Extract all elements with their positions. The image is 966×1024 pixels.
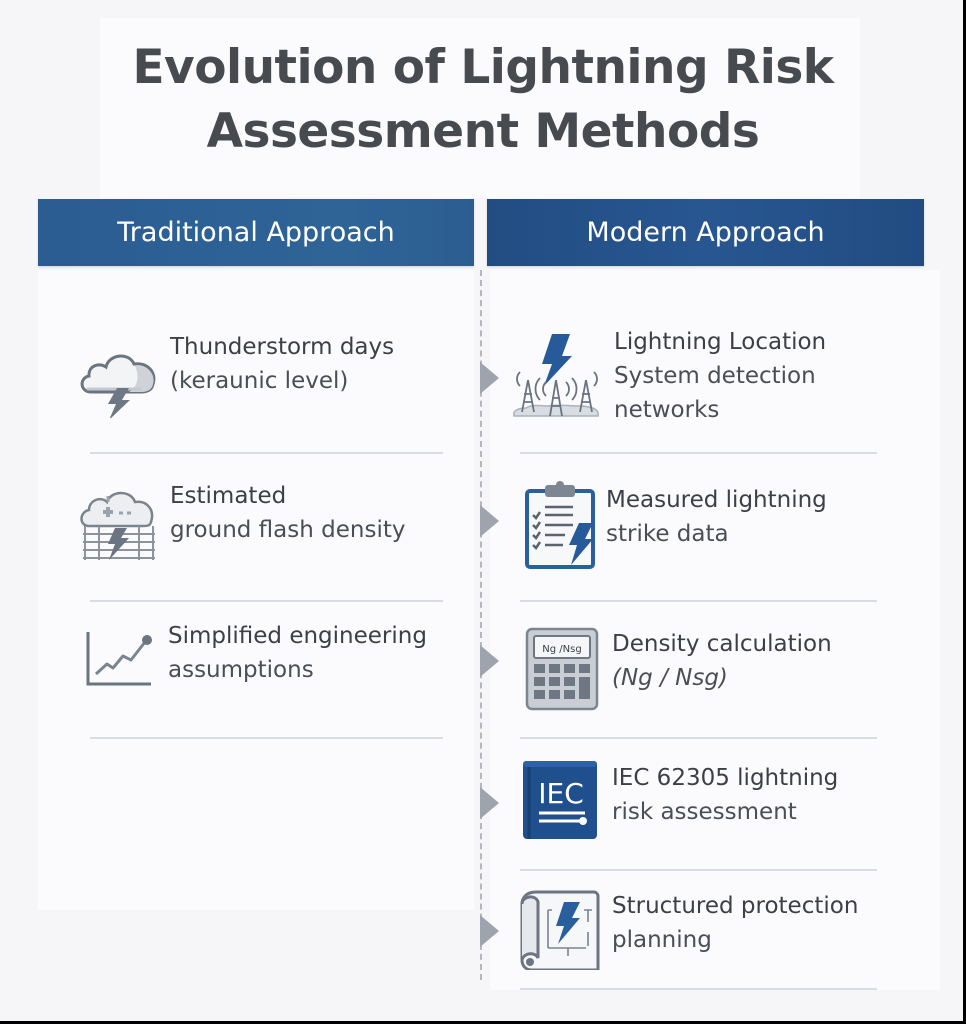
line-chart-icon	[78, 620, 162, 694]
item-subtitle-2: networks	[614, 397, 720, 423]
row-divider	[520, 600, 877, 602]
item-title: Density calculation	[612, 631, 832, 657]
title-line-2: Assessment Methods	[206, 104, 760, 159]
row-divider	[90, 737, 443, 739]
cloud-grid-lightning-icon	[76, 478, 162, 568]
title-background	[100, 18, 860, 198]
modern-item-measured-strike-data: Measured lightning strike data	[512, 478, 827, 572]
right-border	[963, 0, 966, 1024]
column-divider	[480, 270, 482, 980]
item-title: IEC 62305 lightning	[612, 765, 839, 791]
item-subtitle: risk assessment	[612, 799, 797, 825]
arrow-icon	[480, 915, 499, 947]
traditional-item-ground-flash-density: Estimated ground flash density	[76, 478, 405, 568]
item-subtitle: (Ng / Nsg)	[612, 665, 728, 691]
item-subtitle: strike data	[606, 521, 729, 547]
modern-item-iec-62305: IEC IEC 62305 lightning risk assessment	[514, 758, 838, 842]
thunderstorm-cloud-icon	[76, 330, 162, 420]
modern-item-density-calculation: Ng /Nsg Density calculation (Ng / Nsg)	[518, 625, 832, 713]
arrow-icon	[480, 645, 499, 677]
bottom-border	[0, 1021, 966, 1024]
row-divider	[520, 988, 877, 990]
modern-item-structured-protection-planning: Structured protection planning	[514, 880, 858, 972]
item-title: Measured lightning	[606, 487, 827, 513]
title-line-1: Evolution of Lightning Risk	[132, 40, 834, 95]
row-divider	[520, 869, 877, 871]
row-divider	[520, 452, 877, 454]
page-title: Evolution of Lightning Risk Assessment M…	[0, 36, 966, 164]
item-title: Lightning Location	[614, 329, 827, 355]
item-subtitle: System detection	[614, 363, 816, 389]
iec-label: IEC	[538, 777, 584, 810]
arrow-icon	[480, 362, 499, 394]
blueprint-lightning-icon	[514, 880, 606, 972]
modern-approach-header: Modern Approach	[487, 199, 924, 266]
traditional-approach-header: Traditional Approach	[38, 199, 474, 266]
item-title: Structured protection	[612, 893, 859, 919]
row-divider	[90, 452, 443, 454]
arrow-icon	[480, 787, 499, 819]
lightning-detection-towers-icon	[506, 326, 606, 426]
item-subtitle: ground flash density	[170, 517, 406, 543]
traditional-item-simplified-assumptions: Simplified engineering assumptions	[78, 620, 427, 694]
traditional-item-thunderstorm-days: Thunderstorm days (keraunic level)	[76, 330, 394, 420]
item-title: Estimated	[170, 483, 287, 509]
row-divider	[90, 600, 443, 602]
arrow-icon	[480, 505, 499, 537]
item-subtitle: (keraunic level)	[170, 368, 349, 394]
item-subtitle: assumptions	[168, 657, 314, 683]
iec-book-icon: IEC	[514, 758, 606, 842]
item-title: Thunderstorm days	[170, 334, 395, 360]
row-divider	[520, 737, 877, 739]
calculator-icon: Ng /Nsg	[518, 625, 606, 713]
item-subtitle: planning	[612, 927, 712, 953]
item-title: Simplified engineering	[168, 623, 427, 649]
calculator-display-label: Ng /Nsg	[542, 644, 581, 655]
modern-item-lightning-location-system: Lightning Location System detection netw…	[506, 325, 826, 427]
clipboard-lightning-icon	[512, 478, 606, 572]
